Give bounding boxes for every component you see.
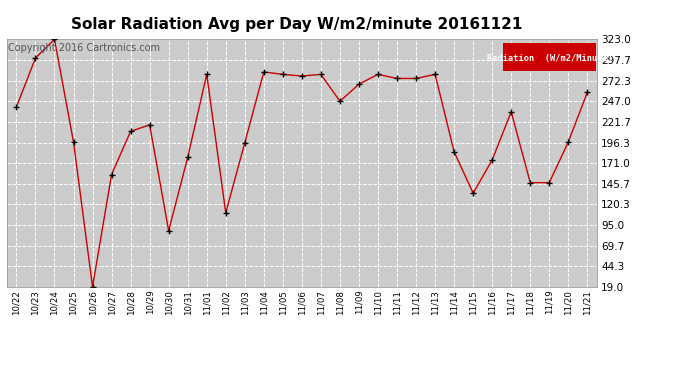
- Text: Solar Radiation Avg per Day W/m2/minute 20161121: Solar Radiation Avg per Day W/m2/minute …: [71, 17, 522, 32]
- Text: Radiation  (W/m2/Minute): Radiation (W/m2/Minute): [486, 54, 613, 63]
- Text: Copyright 2016 Cartronics.com: Copyright 2016 Cartronics.com: [8, 43, 160, 53]
